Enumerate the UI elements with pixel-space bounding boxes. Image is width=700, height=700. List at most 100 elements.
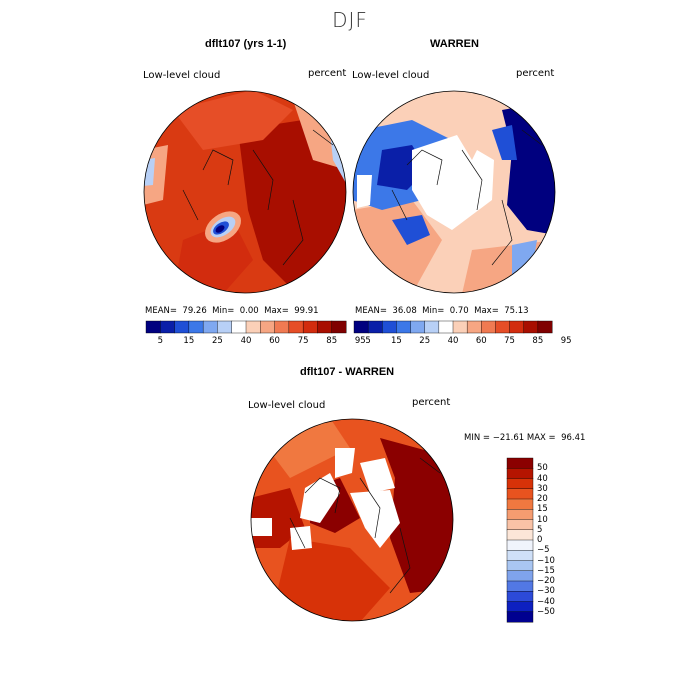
panel2-title: WARREN: [430, 38, 479, 50]
diff-colorbar-tick-label: 5: [537, 524, 543, 535]
panel1-max-value: 99.91: [294, 306, 319, 316]
panel2-colorbar-swatch: [396, 320, 412, 334]
diff-colorbar-tick-label: 15: [537, 504, 548, 515]
diff-colorbar-tick-label: −20: [537, 576, 555, 586]
panel1-colorbar-swatch: [245, 320, 261, 334]
panel1-colorbar-tick-label: 40: [240, 336, 252, 346]
panel2-polar-map: [352, 90, 556, 294]
diff-colorbar: [506, 457, 534, 623]
panel2-mean-label: MEAN=: [355, 306, 387, 316]
diff-colorbar-tick-label: −30: [537, 586, 555, 597]
diff-colorbar-tick-label: −50: [537, 606, 555, 617]
panel2-stats-line: MEAN= 36.08 Min= 0.70 Max= 75.13: [355, 306, 529, 316]
panel2-max-label: Max=: [474, 306, 499, 316]
panel1-colorbar-swatch: [202, 320, 218, 334]
panel2-min-value: 0.70: [449, 306, 469, 316]
panel2-colorbar-swatch: [495, 320, 511, 334]
diff-colorbar-tick-label: 0: [537, 535, 543, 545]
diff-colorbar-tick-label: −15: [537, 565, 555, 576]
panel2-colorbar-swatch: [382, 320, 397, 334]
diff-colorbar-tick-label: 40: [537, 473, 548, 484]
panel1-colorbar-tick-label: 60: [269, 336, 280, 346]
diff-colorbar-ticks: 50 40 30 20 15 10 5 0 −5 −10 −15 −20 −30 −40 −50: [537, 458, 567, 622]
panel1-colorbar-swatch: [302, 320, 318, 334]
panel2-colorbar-tick-label: 60: [475, 336, 487, 346]
panel2-colorbar-swatch: [481, 320, 496, 334]
panel2-mean-value: 36.08: [392, 306, 417, 316]
panel2-colorbar-swatch: [438, 320, 454, 334]
diff-colorbar-swatch: [506, 611, 534, 623]
panel2-colorbar-swatch: [367, 320, 383, 334]
panel1-colorbar-tick-label: 75: [297, 336, 309, 346]
diff-colorbar-swatch: [506, 529, 534, 541]
diff-colorbar-swatch: [506, 468, 534, 480]
panel2-colorbar-tick-label: 95: [560, 336, 572, 346]
diff-colorbar-swatch: [506, 457, 534, 469]
diff-colorbar-swatch: [506, 498, 534, 510]
panel2-colorbar-swatch: [452, 320, 468, 334]
diff-colorbar-swatch: [506, 539, 534, 551]
diff-minmax: MIN = −21.61 MAX = 96.41: [464, 433, 586, 443]
diff-colorbar-tick-label: −10: [537, 555, 555, 566]
panel2-colorbar-tick-label: 40: [447, 336, 459, 346]
panel1-colorbar-swatch: [174, 320, 190, 334]
diff-polar-map: [250, 418, 454, 622]
figure-title: DJF: [332, 8, 368, 32]
panel1-title: dflt107 (yrs 1-1): [205, 38, 287, 50]
panel1-colorbar-swatch: [274, 320, 290, 334]
panel1-colorbar-swatch: [260, 320, 276, 334]
panel1-min-label: Min=: [212, 306, 235, 316]
diff-panel-title: dflt107 - WARREN: [300, 366, 395, 378]
diff-colorbar-tick-label: −40: [537, 596, 555, 607]
panel1-colorbar-ticks: 5 15 25 40 60 75 85 95: [146, 336, 366, 348]
panel2-colorbar-tick-label: 5: [365, 336, 371, 346]
panel2-min-label: Min=: [422, 306, 445, 316]
panel2-colorbar-swatch: [353, 320, 369, 334]
panel2-max-value: 75.13: [504, 306, 529, 316]
panel1-unit-label: percent: [308, 68, 347, 79]
diff-colorbar-swatch: [506, 560, 534, 572]
panel2-colorbar-tick-label: 15: [391, 336, 402, 346]
panel1-polar-map: [143, 90, 347, 294]
diff-colorbar-swatch: [506, 509, 534, 521]
diff-colorbar-tick-label: 10: [537, 514, 548, 525]
diff-colorbar-swatch: [506, 580, 534, 592]
panel2-field-label: Low-level cloud: [352, 70, 430, 81]
diff-colorbar-swatch: [506, 478, 534, 490]
panel2-colorbar-swatch: [466, 320, 482, 334]
diff-colorbar-swatch: [506, 519, 534, 531]
panel1-colorbar: [145, 320, 347, 334]
panel1-colorbar-tick-label: 25: [212, 336, 223, 346]
panel2-colorbar-swatch: [509, 320, 525, 334]
diff-colorbar-tick-label: −5: [537, 545, 550, 556]
diff-colorbar-swatch: [506, 550, 534, 562]
panel2-colorbar-swatch: [537, 320, 553, 334]
diff-colorbar-tick-label: 50: [537, 463, 548, 474]
panel1-colorbar-swatch: [317, 320, 333, 334]
diff-colorbar-swatch: [506, 570, 534, 582]
panel2-colorbar-tick-label: 75: [504, 336, 515, 346]
diff-colorbar-tick-label: 20: [537, 494, 548, 504]
panel1-stats-line: MEAN= 79.26 Min= 0.00 Max= 99.91: [145, 306, 319, 316]
panel2-colorbar: [353, 320, 553, 334]
panel1-colorbar-swatch: [331, 320, 347, 334]
panel1-colorbar-tick-label: 15: [183, 336, 195, 346]
diff-field-label: Low-level cloud: [248, 400, 326, 411]
panel1-colorbar-swatch: [288, 320, 304, 334]
diff-unit-label: percent: [412, 397, 451, 408]
panel1-colorbar-tick-label: 95: [354, 336, 366, 346]
panel2-colorbar-tick-label: 85: [532, 336, 544, 346]
diff-colorbar-swatch: [506, 591, 534, 603]
diff-colorbar-tick-label: 30: [537, 483, 548, 494]
panel2-colorbar-swatch: [523, 320, 539, 334]
panel1-colorbar-swatch: [145, 320, 161, 334]
panel2-colorbar-ticks: 5 15 25 40 60 75 85 95: [354, 336, 571, 348]
panel1-min-value: 0.00: [239, 306, 259, 316]
panel1-colorbar-swatch: [217, 320, 233, 334]
panel2-unit-label: percent: [516, 68, 555, 79]
panel1-colorbar-tick-label: 85: [326, 336, 338, 346]
panel1-max-label: Max=: [264, 306, 289, 316]
panel1-colorbar-swatch: [188, 320, 204, 334]
panel2-colorbar-swatch: [410, 320, 426, 334]
panel1-mean-value: 79.26: [182, 306, 207, 316]
